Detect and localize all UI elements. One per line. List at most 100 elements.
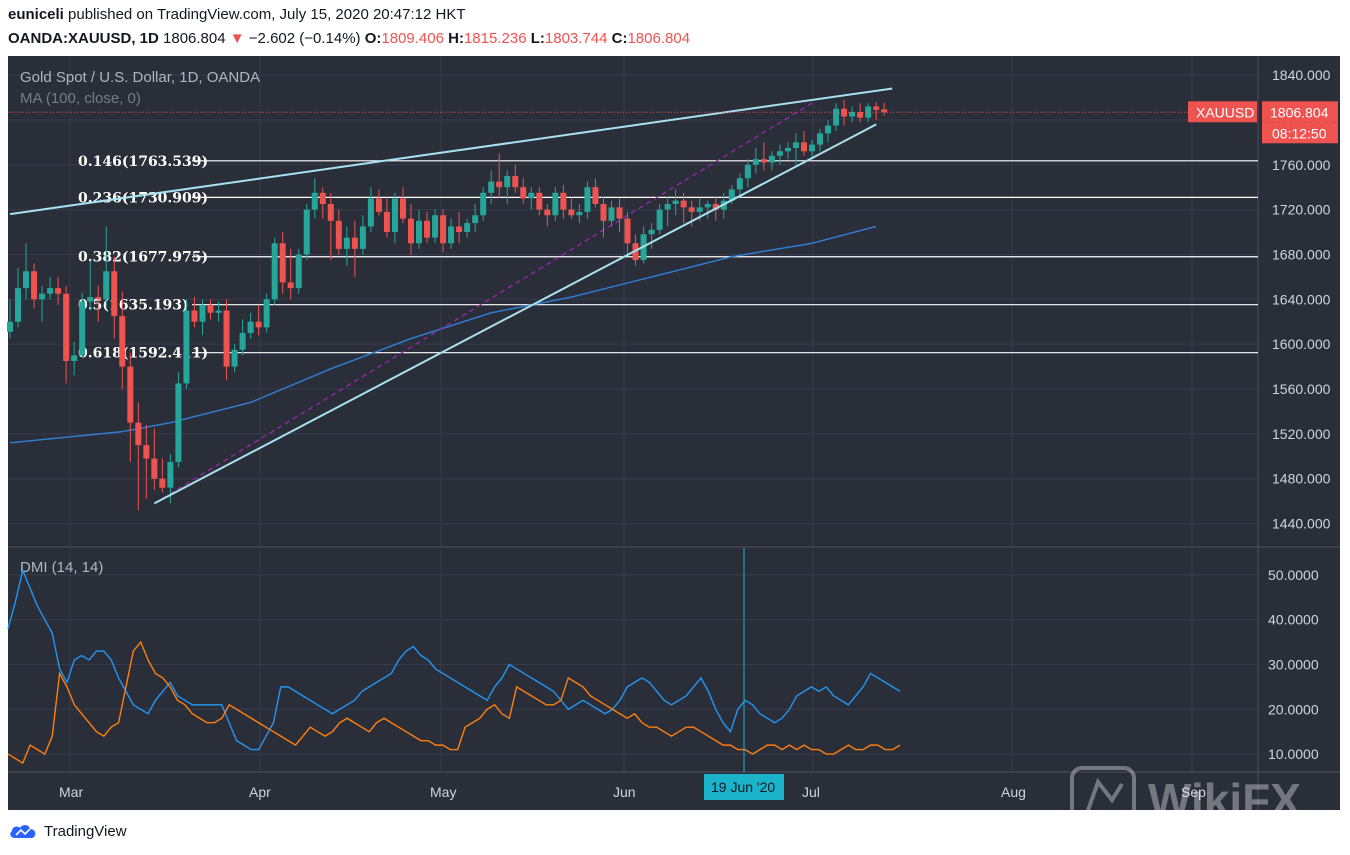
chart-header: euniceli published on TradingView.com, J…: [0, 0, 1350, 56]
candle-body: [191, 310, 198, 322]
candle-body: [295, 254, 302, 289]
candle-body: [271, 243, 278, 300]
candle-body: [865, 106, 872, 118]
candle-body: [135, 422, 142, 446]
dmi-legend: DMI (14, 14): [20, 559, 103, 576]
price-tick-label: 1640.000: [1272, 291, 1331, 307]
close-label: C:: [611, 30, 628, 47]
candle-body: [504, 175, 511, 188]
dmi-tick-label: 40.0000: [1268, 612, 1319, 628]
candle-body: [881, 109, 888, 113]
candle-body: [841, 108, 848, 117]
candle-body: [279, 243, 286, 283]
author-name[interactable]: euniceli: [8, 6, 64, 23]
grid: [8, 56, 1258, 772]
candle-body: [335, 220, 342, 249]
dmi-tick-label: 50.0000: [1268, 567, 1319, 583]
candle-body: [31, 271, 38, 300]
candle-body: [688, 207, 695, 212]
price-tag-text: 1806.804: [1270, 104, 1329, 120]
candle-body: [175, 383, 182, 462]
price-tick-label: 1520.000: [1272, 426, 1331, 442]
wikifx-watermark: WikiFX: [1070, 766, 1301, 810]
candle-body: [287, 282, 294, 289]
candle-body: [552, 192, 559, 216]
countdown-tag-text: 08:12:50: [1272, 125, 1327, 141]
last-price: 1806.804: [163, 30, 226, 47]
dmi-tick-label: 10.0000: [1268, 746, 1319, 762]
candle-body: [480, 192, 487, 216]
candle-body: [399, 198, 406, 219]
price-tick-label: 1840.000: [1272, 67, 1331, 83]
candle-body: [648, 229, 655, 235]
symbol-tag-text: XAUUSD: [1196, 104, 1254, 120]
candle-body: [255, 321, 262, 328]
candle-body: [23, 271, 30, 289]
price-tick-label: 1600.000: [1272, 336, 1331, 352]
down-arrow-icon: ▼: [229, 30, 245, 47]
candle-body: [383, 211, 390, 233]
candle-body: [183, 310, 190, 384]
candle-body: [456, 226, 463, 233]
open-value: 1809.406: [381, 30, 444, 47]
candle-body: [608, 207, 615, 221]
candle-body: [680, 200, 687, 208]
candle-body: [784, 147, 791, 152]
price-tick-label: 1760.000: [1272, 157, 1331, 173]
chart-footer: TradingView: [0, 810, 1350, 855]
candle-body: [416, 220, 423, 244]
ma-100-line: [9, 225, 877, 444]
candle-body: [776, 151, 783, 156]
publish-text: published on TradingView.com, July 15, 2…: [68, 6, 466, 23]
wikifx-logo-mark: [1085, 777, 1124, 810]
tradingview-brand: TradingView: [44, 822, 127, 840]
candle-body: [592, 187, 599, 205]
candle-body: [464, 223, 471, 233]
symbol-tag: [1188, 101, 1257, 123]
candle-body: [744, 164, 751, 179]
low-label: L:: [530, 30, 545, 47]
candle-body: [448, 226, 455, 244]
candle-body: [367, 198, 374, 227]
wikifx-logo-icon: [1070, 766, 1136, 810]
price-change: −2.602 (−0.14%): [248, 30, 361, 47]
candle-body: [239, 332, 246, 350]
candle-body: [343, 237, 350, 249]
time-tick-aug: Aug: [1001, 784, 1026, 800]
tradingview-logo[interactable]: TradingView: [8, 822, 127, 840]
candle-body: [7, 321, 13, 332]
candle-body: [303, 209, 310, 255]
candle-body: [231, 349, 238, 367]
candle-body: [512, 175, 519, 188]
candle-body: [247, 321, 254, 333]
candle-body: [111, 271, 118, 317]
candle-body: [696, 207, 703, 212]
cloud-logo-icon: [10, 825, 36, 838]
ma-legend: MA (100, close, 0): [20, 90, 141, 107]
high-label: H:: [448, 30, 464, 47]
candle-body: [752, 159, 759, 165]
high-value: 1815.236: [463, 30, 527, 47]
candle-body: [151, 458, 158, 479]
candle-body: [496, 181, 503, 188]
candle-body: [825, 125, 832, 134]
fib-label: 0.5(1635.193): [78, 298, 189, 314]
chart-title-legend: Gold Spot / U.S. Dollar, 1D, OANDA: [20, 69, 260, 86]
candle-body: [103, 271, 110, 300]
candle-body: [167, 461, 174, 488]
fib-levels: 0.146(1763.539) 0.236(1730.909) 0.382(1677…: [78, 154, 1258, 362]
chart-canvas[interactable]: 1840.0001800.0001760.0001720.0001680.000…: [0, 56, 1350, 810]
candle-body: [536, 192, 543, 210]
time-tick-may: May: [430, 784, 456, 800]
dmi-tick-label: 20.0000: [1268, 701, 1319, 717]
low-value: 1803.744: [544, 30, 608, 47]
upper-trendline: [9, 87, 893, 216]
candle-body: [432, 215, 439, 238]
candle-body: [440, 215, 447, 244]
candle-body: [576, 211, 583, 216]
candle-body: [143, 445, 150, 459]
candle-body: [375, 198, 382, 212]
price-tick-label: 1680.000: [1272, 246, 1331, 262]
candle-body: [849, 112, 856, 117]
price-tick-label: 1560.000: [1272, 381, 1331, 397]
